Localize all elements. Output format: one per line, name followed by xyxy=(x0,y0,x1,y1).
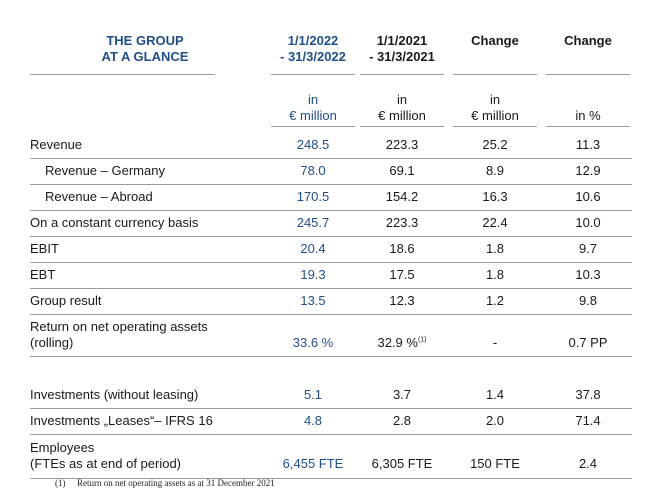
cell-value: 33.6 % xyxy=(292,335,334,350)
cell-value: 16.3 xyxy=(482,189,508,204)
row-label: Revenue – Abroad xyxy=(45,189,153,204)
row-label: EBT xyxy=(30,267,56,282)
unit-rule xyxy=(453,126,537,127)
cell-value: 18.6 xyxy=(389,241,415,256)
cell-value: 6,455 FTE xyxy=(282,456,344,471)
column-unit: € million xyxy=(289,108,337,123)
cell-value: 10.3 xyxy=(575,267,601,282)
row-rule xyxy=(30,288,632,289)
cell-value: 2.4 xyxy=(578,456,598,471)
cell-value: 11.3 xyxy=(575,137,601,152)
column-unit: in xyxy=(396,92,408,107)
footnote-ref: (1) xyxy=(417,336,427,344)
row-rule xyxy=(30,210,632,211)
header-rule xyxy=(453,74,537,75)
column-header: - 31/3/2022 xyxy=(280,49,346,64)
row-rule xyxy=(30,158,632,159)
cell-value: 1.8 xyxy=(485,267,505,282)
row-rule xyxy=(30,356,632,357)
column-header: 1/1/2021 xyxy=(376,33,428,48)
row-label: Employees xyxy=(30,440,95,455)
row-rule xyxy=(30,314,632,315)
cell-value: 37.8 xyxy=(575,387,601,402)
cell-value: 78.0 xyxy=(300,163,326,178)
header-rule xyxy=(546,74,630,75)
row-label: EBIT xyxy=(30,241,59,256)
column-unit: € million xyxy=(378,108,426,123)
row-rule xyxy=(30,262,632,263)
row-rule xyxy=(30,434,632,435)
cell-value: 170.5 xyxy=(296,189,330,204)
cell-value: 17.5 xyxy=(389,267,415,282)
row-rule xyxy=(30,408,632,409)
row-label: Group result xyxy=(30,293,102,308)
cell-value: 1.4 xyxy=(485,387,505,402)
column-header: Change xyxy=(471,33,519,48)
row-rule xyxy=(30,236,632,237)
footnote-text: Return on net operating assets as at 31 … xyxy=(77,478,275,488)
cell-value: 9.8 xyxy=(578,293,598,308)
cell-value: 12.3 xyxy=(389,293,415,308)
cell-value: 32.9 %(1) xyxy=(377,335,427,350)
cell-value: - xyxy=(492,335,498,350)
cell-value: 248.5 xyxy=(296,137,330,152)
cell-value: 3.7 xyxy=(392,387,412,402)
cell-value: 25.2 xyxy=(482,137,508,152)
cell-value: 154.2 xyxy=(385,189,419,204)
cell-value: 22.4 xyxy=(482,215,508,230)
row-rule xyxy=(30,478,632,479)
unit-rule xyxy=(546,126,630,127)
row-label: Investments (without leasing) xyxy=(30,387,199,402)
cell-value: 12.9 xyxy=(575,163,601,178)
unit-rule xyxy=(360,126,444,127)
header-rule xyxy=(271,74,355,75)
cell-value: 9.7 xyxy=(578,241,598,256)
header-rule xyxy=(360,74,444,75)
row-label: Investments „Leases“– IFRS 16 xyxy=(30,413,213,428)
row-label: On a constant currency basis xyxy=(30,215,199,230)
row-label: Revenue xyxy=(30,137,83,152)
cell-value: 223.3 xyxy=(385,215,419,230)
cell-value: 2.8 xyxy=(392,413,412,428)
unit-rule xyxy=(271,126,355,127)
column-header: Change xyxy=(564,33,612,48)
cell-value: 0.7 PP xyxy=(568,335,608,350)
cell-value: 1.8 xyxy=(485,241,505,256)
header-rule xyxy=(30,74,215,75)
footnote-marker: (1) xyxy=(55,478,66,488)
row-label: (rolling) xyxy=(30,335,74,350)
cell-value: 19.3 xyxy=(300,267,326,282)
column-unit: in % xyxy=(575,108,601,123)
column-header: - 31/3/2021 xyxy=(369,49,435,64)
cell-value: 5.1 xyxy=(303,387,323,402)
row-label: Return on net operating assets xyxy=(30,319,208,334)
cell-value: 245.7 xyxy=(296,215,330,230)
cell-value: 20.4 xyxy=(300,241,326,256)
cell-value: 69.1 xyxy=(389,163,415,178)
row-rule xyxy=(30,184,632,185)
row-label: (FTEs as at end of period) xyxy=(30,456,182,471)
cell-value: 6,305 FTE xyxy=(371,456,433,471)
cell-value: 13.5 xyxy=(300,293,326,308)
cell-value: 4.8 xyxy=(303,413,323,428)
cell-value: 150 FTE xyxy=(470,456,520,471)
cell-value: 71.4 xyxy=(575,413,601,428)
column-unit: € million xyxy=(471,108,519,123)
cell-value: 223.3 xyxy=(385,137,419,152)
row-label: Revenue – Germany xyxy=(45,163,165,178)
cell-value: 10.6 xyxy=(575,189,601,204)
cell-value: 10.0 xyxy=(575,215,601,230)
table-title-line: THE GROUP xyxy=(106,33,184,48)
column-unit: in xyxy=(489,92,501,107)
table-title-line: AT A GLANCE xyxy=(101,49,189,64)
cell-value: 8.9 xyxy=(485,163,505,178)
column-unit: in xyxy=(307,92,319,107)
cell-value: 1.2 xyxy=(485,293,505,308)
column-header: 1/1/2022 xyxy=(287,33,339,48)
cell-value: 2.0 xyxy=(485,413,505,428)
